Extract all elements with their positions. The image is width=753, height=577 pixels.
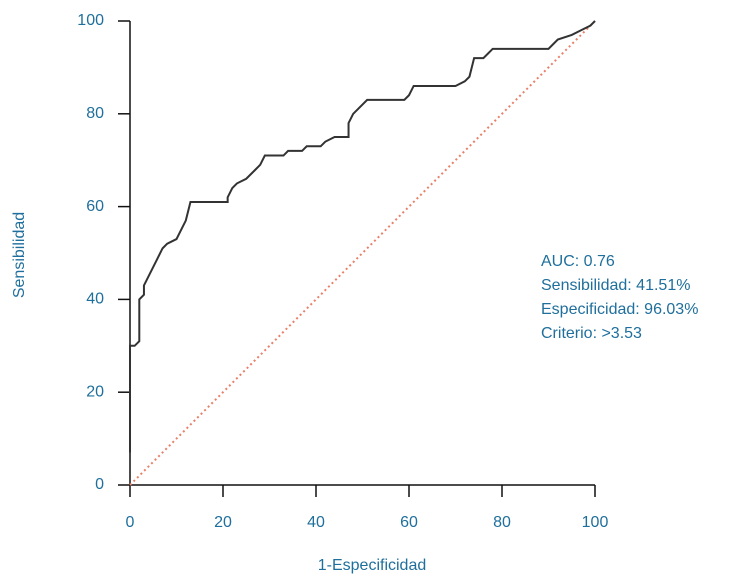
annotation: Criterio: >3.53	[541, 325, 642, 342]
annotation: Especificidad: 96.03%	[541, 301, 698, 318]
x-tick-label: 100	[582, 514, 609, 531]
y-axis-label: Sensibilidad	[11, 212, 28, 298]
y-tick-label: 0	[95, 476, 104, 493]
x-axis-label: 1-Especificidad	[318, 557, 427, 574]
x-tick-label: 60	[400, 514, 418, 531]
x-tick-label: 80	[493, 514, 511, 531]
reference-line	[129, 20, 596, 486]
y-tick-label: 80	[86, 105, 104, 122]
y-tick-label: 40	[86, 291, 104, 308]
x-tick-label: 40	[307, 514, 325, 531]
roc-curve	[129, 20, 596, 453]
y-tick-label: 20	[86, 383, 104, 400]
annotation: AUC: 0.76	[541, 253, 615, 270]
x-tick-label: 0	[126, 514, 135, 531]
y-tick-label: 60	[86, 198, 104, 215]
annotation: Sensibilidad: 41.51%	[541, 277, 690, 294]
y-tick-label: 100	[77, 12, 104, 29]
x-tick-label: 20	[214, 514, 232, 531]
